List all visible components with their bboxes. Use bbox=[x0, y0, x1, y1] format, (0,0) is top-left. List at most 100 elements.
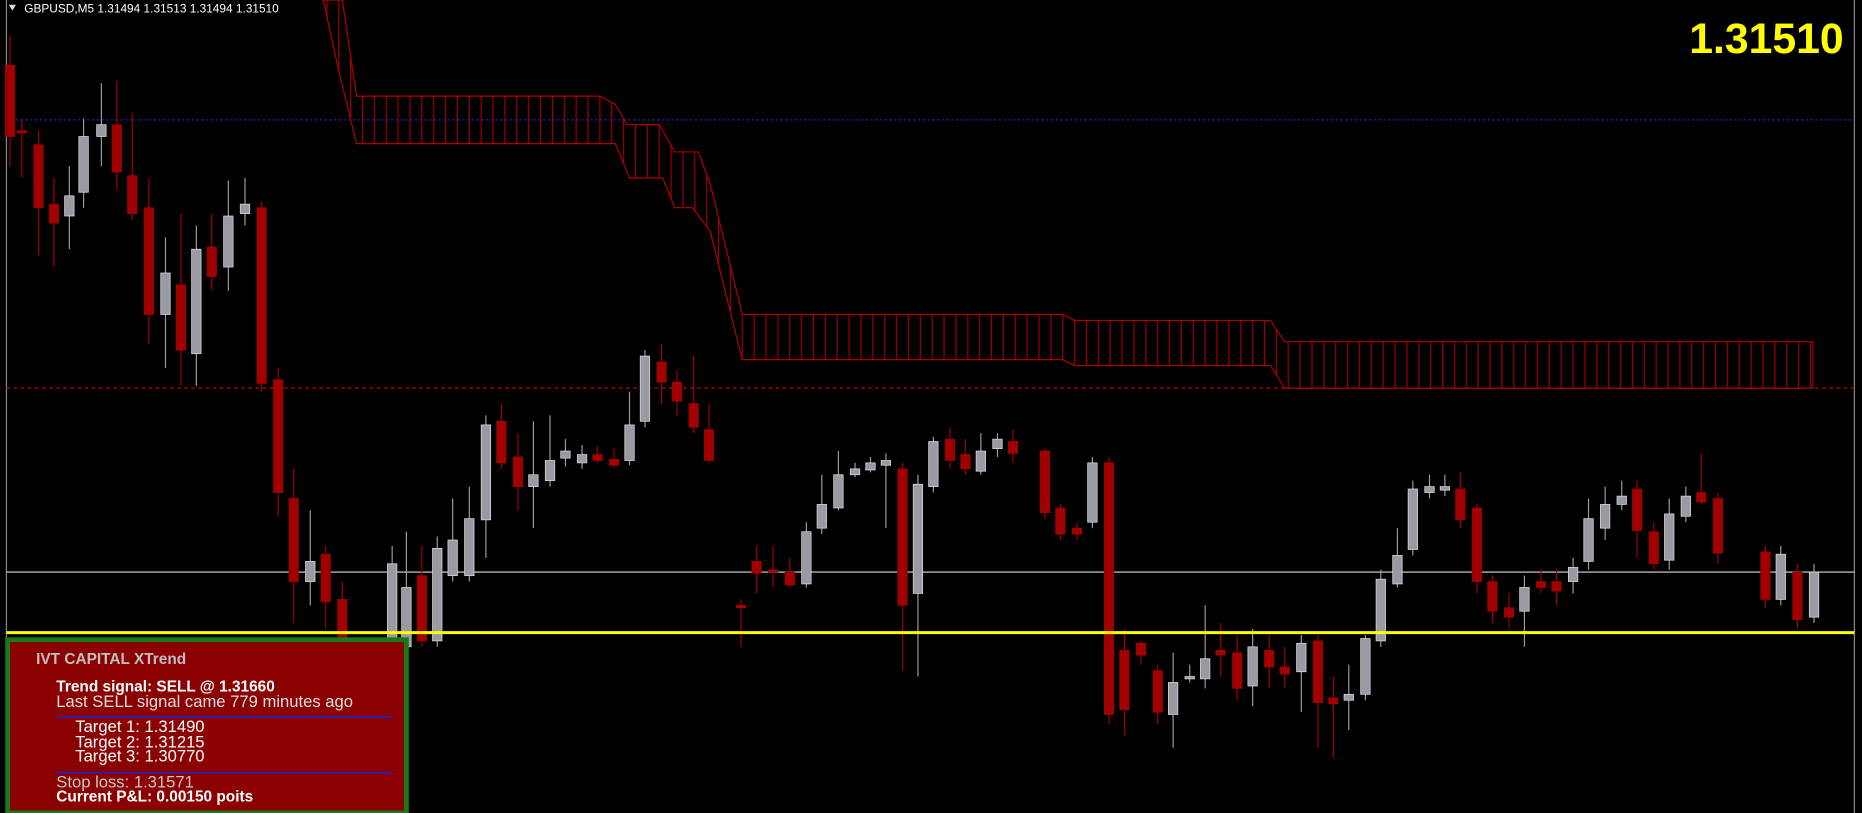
candle-body bbox=[880, 460, 892, 466]
candle-body bbox=[1775, 553, 1786, 600]
candle-body bbox=[560, 450, 571, 459]
candle-body bbox=[1055, 507, 1066, 535]
candle-body bbox=[928, 441, 939, 487]
candle-body bbox=[4, 64, 16, 137]
candle-body bbox=[1103, 462, 1115, 715]
candle-body bbox=[33, 144, 44, 209]
candle-body bbox=[528, 474, 539, 487]
candle-body bbox=[1392, 555, 1403, 585]
candle-body bbox=[1312, 640, 1324, 703]
candle-body bbox=[1135, 642, 1147, 656]
candle-body bbox=[656, 361, 667, 383]
candle-body bbox=[1616, 495, 1627, 505]
menu-arrow[interactable] bbox=[8, 4, 16, 11]
candle-body bbox=[273, 379, 284, 493]
candle-body bbox=[1664, 513, 1675, 561]
candle-body bbox=[496, 420, 507, 464]
candle-body bbox=[1328, 697, 1339, 705]
candle-body bbox=[1264, 650, 1275, 668]
candle-body bbox=[1455, 488, 1466, 521]
candle-body bbox=[1215, 650, 1226, 656]
candle-body bbox=[816, 504, 827, 529]
candle-body bbox=[1696, 492, 1707, 503]
candle-body bbox=[1519, 587, 1530, 612]
trend-signal: Trend signal: SELL @ 1.31660 bbox=[56, 678, 275, 695]
candle-body bbox=[784, 571, 795, 586]
candle-body bbox=[1375, 578, 1386, 642]
candle-body bbox=[96, 124, 107, 137]
candle-body bbox=[239, 203, 251, 214]
candle-body bbox=[256, 207, 267, 384]
candle-body bbox=[16, 130, 27, 134]
candle-body bbox=[480, 424, 492, 521]
candle-body bbox=[897, 468, 908, 606]
candle-body bbox=[1503, 607, 1515, 618]
candle-body bbox=[639, 355, 651, 422]
candle-body bbox=[1760, 551, 1771, 600]
candle-body bbox=[1343, 693, 1354, 701]
signal-age: Last SELL signal came 779 minutes ago bbox=[56, 692, 353, 711]
candle-body bbox=[1039, 450, 1051, 514]
candle-body bbox=[751, 561, 762, 574]
candle-body bbox=[1632, 488, 1643, 531]
candle-body bbox=[78, 136, 89, 193]
candle-body bbox=[609, 458, 620, 466]
candle-body bbox=[1152, 670, 1163, 713]
candle-body bbox=[447, 539, 458, 576]
candle-body bbox=[1296, 642, 1307, 673]
candle-body bbox=[305, 561, 316, 582]
candle-body bbox=[944, 438, 956, 461]
candle-body bbox=[1808, 571, 1820, 618]
candle-body bbox=[703, 429, 715, 461]
candle-body bbox=[64, 195, 75, 217]
candle-body bbox=[416, 575, 427, 642]
candle-body bbox=[1119, 650, 1130, 711]
candle-body bbox=[975, 450, 986, 472]
candle-body bbox=[1439, 486, 1451, 491]
candle-body bbox=[206, 246, 217, 277]
candle-body bbox=[1168, 682, 1179, 715]
info-panel: IVT CAPITAL XTrend Trend signal: SELL @ … bbox=[5, 637, 409, 813]
candle-body bbox=[288, 498, 299, 582]
candle-body bbox=[337, 599, 348, 642]
panel-box bbox=[5, 637, 409, 813]
candle-body bbox=[320, 553, 331, 603]
candle-body bbox=[801, 531, 812, 585]
candle-body bbox=[223, 215, 234, 268]
panel-title: IVT CAPITAL XTrend bbox=[36, 651, 186, 668]
candle-body bbox=[1279, 666, 1290, 675]
candle-body bbox=[512, 456, 524, 487]
candle-body bbox=[160, 272, 171, 315]
candle-body bbox=[191, 248, 202, 355]
candle-body bbox=[1087, 462, 1098, 523]
candle-body bbox=[387, 563, 398, 642]
candle-body bbox=[432, 547, 443, 642]
candle-body bbox=[833, 474, 844, 509]
candle-body bbox=[624, 424, 635, 461]
candle-body bbox=[544, 460, 556, 482]
candle-body bbox=[1007, 441, 1018, 454]
candle-body bbox=[1551, 581, 1562, 592]
candle-body bbox=[1232, 652, 1243, 689]
candle-body bbox=[1712, 498, 1723, 554]
candle-body bbox=[865, 462, 876, 471]
target: Target 2: 1.31215 bbox=[75, 732, 204, 751]
candle-body bbox=[1200, 658, 1211, 680]
candle-body bbox=[464, 518, 475, 576]
candle-body bbox=[1487, 581, 1498, 612]
current-price: 1.31510 bbox=[1689, 15, 1843, 63]
candle-body bbox=[48, 203, 60, 224]
candle-body bbox=[1071, 527, 1083, 535]
candle-body bbox=[1648, 531, 1659, 565]
candle-body bbox=[735, 604, 747, 609]
candle-body bbox=[912, 483, 924, 594]
candle-body bbox=[1424, 486, 1435, 493]
candle-body bbox=[1680, 495, 1691, 517]
candle-body bbox=[1184, 676, 1195, 680]
candle-body bbox=[671, 381, 683, 402]
candle-body bbox=[1535, 581, 1547, 588]
candle-body bbox=[111, 124, 122, 173]
candle-body bbox=[1567, 566, 1579, 582]
candle-body bbox=[1247, 646, 1258, 687]
